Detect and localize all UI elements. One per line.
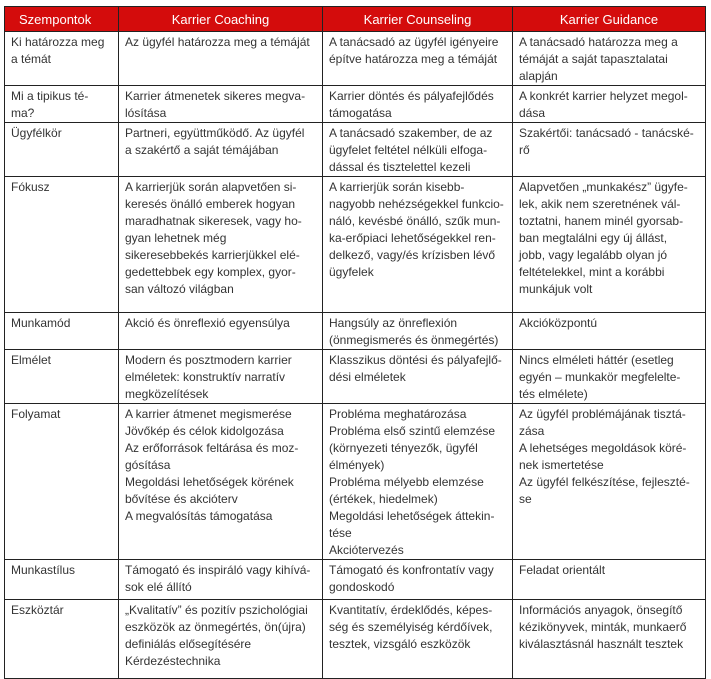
cell-guidance: Feladat orientált xyxy=(512,559,706,600)
table-row: Munkamód Akció és önreflexió egyensúlya Ha… xyxy=(4,312,706,350)
cell-guidance: Információs anyagok, önsegítő kézikönyve… xyxy=(512,599,706,679)
cell-coaching: „Kvalitatív” és pozitív pszichológiai es… xyxy=(118,599,323,679)
table-row: Fókusz A karrierjük során alapvetően si- … xyxy=(4,176,706,313)
cell-counseling: A karrierjük során kisebb- nagyobb nehéz… xyxy=(322,176,513,313)
cell-guidance: A tanácsadó határozza meg a témáját a sa… xyxy=(512,31,706,86)
cell-coaching: Támogató és inspiráló vagy kihívá- sok e… xyxy=(118,559,323,600)
cell-guidance: Akcióközpontú xyxy=(512,312,706,350)
cell-criteria: Munkastílus xyxy=(4,559,119,600)
cell-counseling: Klasszikus döntési és pályafejlő- dési e… xyxy=(322,349,513,404)
header-counseling: Karrier Counseling xyxy=(322,6,513,32)
table-row: Munkastílus Támogató és inspiráló vagy ki… xyxy=(4,559,706,600)
cell-coaching: Karrier átmenetek sikeres megva- lósítás… xyxy=(118,85,323,123)
cell-criteria: Fókusz xyxy=(4,176,119,313)
cell-counseling: A tanácsadó az ügyfél igényeire építve h… xyxy=(322,31,513,86)
cell-guidance: Alapvetően „munkakész” ügyfe- lek, akik … xyxy=(512,176,706,313)
header-criteria: Szempontok xyxy=(4,6,119,32)
cell-criteria: Eszköztár xyxy=(4,599,119,679)
cell-coaching: Partneri, együttműködő. Az ügyfél a szak… xyxy=(118,122,323,177)
cell-counseling: Karrier döntés és pályafejlődés támogatá… xyxy=(322,85,513,123)
cell-counseling: A tanácsadó szakember, de az ügyfelet fe… xyxy=(322,122,513,177)
table-row: Eszköztár „Kvalitatív” és pozitív pszicho… xyxy=(4,599,706,679)
cell-counseling: Probléma meghatározása Probléma első szi… xyxy=(322,403,513,560)
cell-guidance: A konkrét karrier helyzet megol- dása xyxy=(512,85,706,123)
header-coaching: Karrier Coaching xyxy=(118,6,323,32)
cell-criteria: Folyamat xyxy=(4,403,119,560)
table-row: Ügyfélkör Partneri, együttműködő. Az ügyf… xyxy=(4,122,706,177)
cell-criteria: Ügyfélkör xyxy=(4,122,119,177)
cell-guidance: Nincs elméleti háttér (esetleg egyén – m… xyxy=(512,349,706,404)
comparison-table: Szempontok Karrier Coaching Karrier Coun… xyxy=(4,6,706,679)
cell-counseling: Támogató és konfrontatív vagy gondoskodó xyxy=(322,559,513,600)
table-row: Elmélet Modern és posztmodern karrier elm… xyxy=(4,349,706,404)
cell-criteria: Elmélet xyxy=(4,349,119,404)
cell-coaching: Modern és posztmodern karrier elméletek:… xyxy=(118,349,323,404)
cell-coaching: A karrier átmenet megismerése Jövőkép és… xyxy=(118,403,323,560)
table-row: Ki határozza meg a témát Az ügyfél határo… xyxy=(4,31,706,86)
cell-guidance: Szakértői: tanácsadó - tanácské- rő xyxy=(512,122,706,177)
table-row: Folyamat A karrier átmenet megismerése Jö… xyxy=(4,403,706,560)
cell-coaching: A karrierjük során alapvetően si- keresé… xyxy=(118,176,323,313)
header-row: Szempontok Karrier Coaching Karrier Coun… xyxy=(4,6,706,32)
cell-criteria: Mi a tipikus té- ma? xyxy=(4,85,119,123)
header-guidance: Karrier Guidance xyxy=(512,6,706,32)
cell-coaching: Akció és önreflexió egyensúlya xyxy=(118,312,323,350)
cell-coaching: Az ügyfél határozza meg a témáját xyxy=(118,31,323,86)
cell-guidance: Az ügyfél problémájának tisztá- zása A l… xyxy=(512,403,706,560)
cell-criteria: Munkamód xyxy=(4,312,119,350)
cell-counseling: Hangsúly az önreflexión (önmegismerés és… xyxy=(322,312,513,350)
table-row: Mi a tipikus té- ma? Karrier átmenetek si… xyxy=(4,85,706,123)
cell-criteria: Ki határozza meg a témát xyxy=(4,31,119,86)
cell-counseling: Kvantitatív, érdeklődés, képes- ség és s… xyxy=(322,599,513,679)
